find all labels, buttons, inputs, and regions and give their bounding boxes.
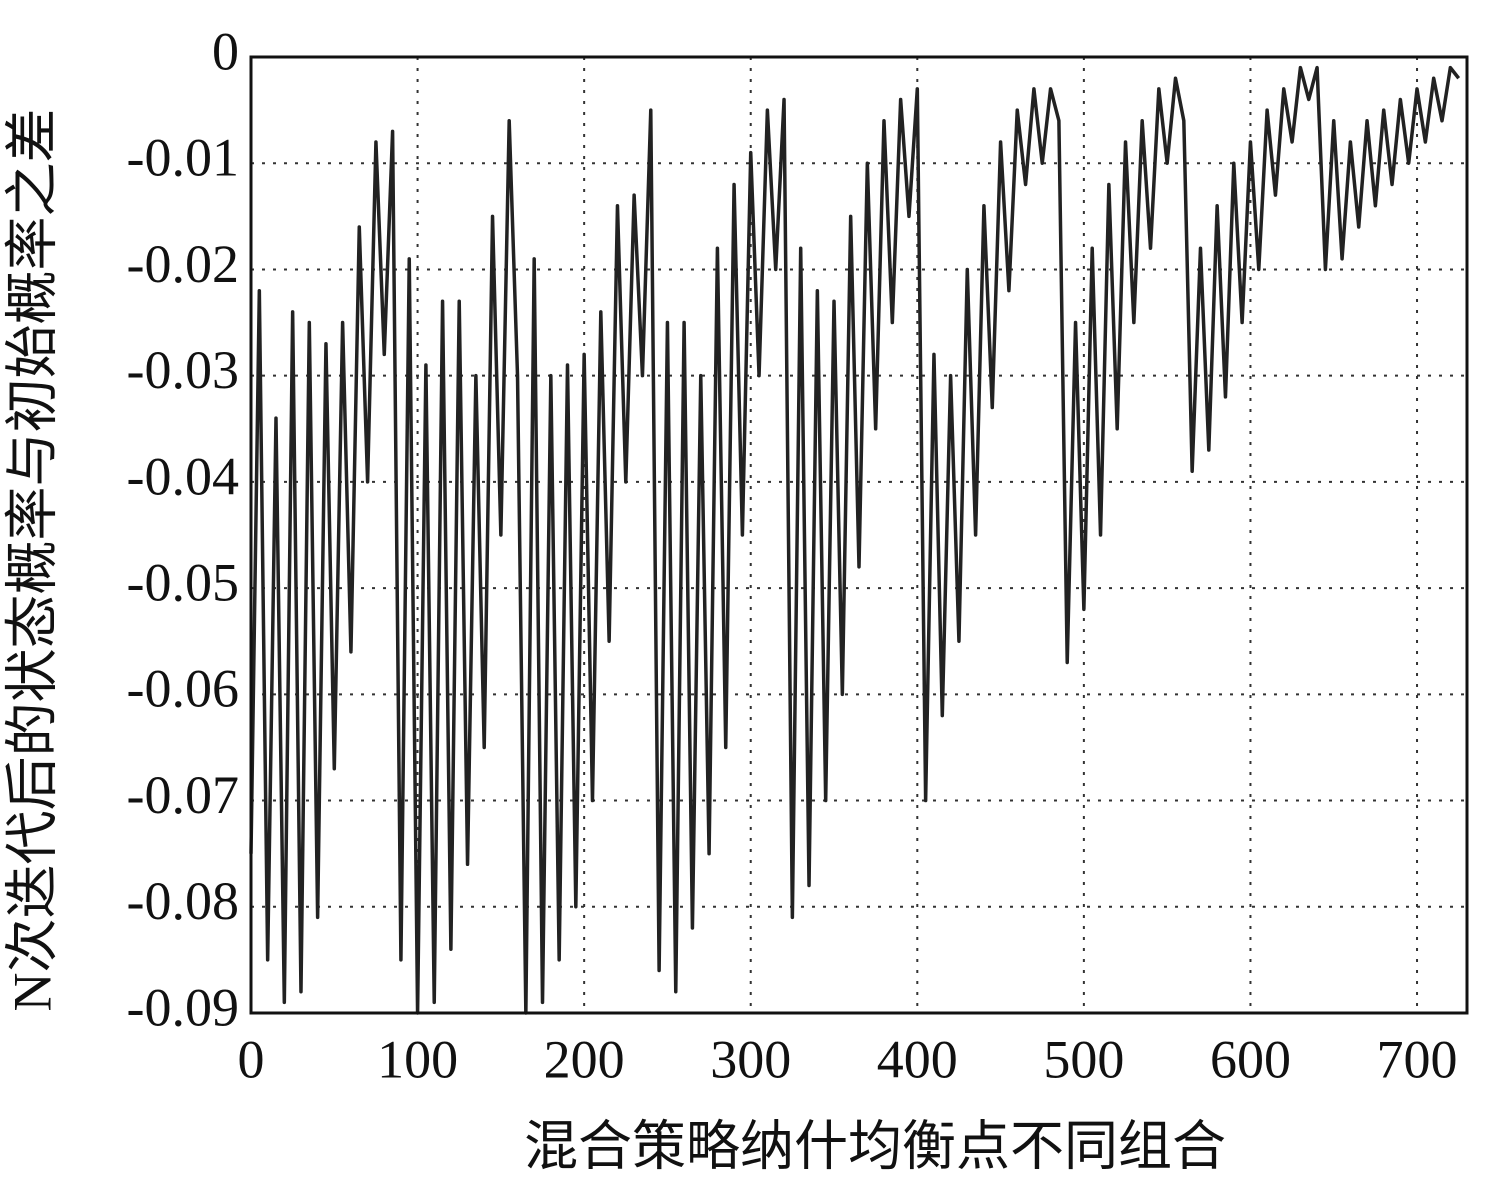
y-tick-label: -0.02 <box>127 234 239 294</box>
plot-frame <box>249 55 1469 1015</box>
y-tick-label: -0.08 <box>127 871 239 931</box>
x-tick-label: 200 <box>544 1029 625 1089</box>
data-line <box>249 65 1461 1015</box>
y-tick-label: -0.06 <box>127 659 239 719</box>
x-tick-label: 700 <box>1377 1029 1458 1089</box>
y-tick-label: -0.07 <box>127 765 239 825</box>
x-tick-label: 600 <box>1210 1029 1291 1089</box>
x-axis-label: 混合策略纳什均衡点不同组合 <box>524 1116 1226 1176</box>
y-tick-label: -0.01 <box>127 128 239 188</box>
x-tick-label: 300 <box>710 1029 791 1089</box>
y-axis-label: N次迭代后的状态概率与初始概率之差 <box>2 109 62 1012</box>
y-tick-label: -0.05 <box>127 553 239 613</box>
y-tick-label: -0.04 <box>127 446 239 506</box>
x-tick-label: 500 <box>1043 1029 1124 1089</box>
y-tick-label: 0 <box>212 21 239 81</box>
x-tick-label: 0 <box>238 1029 265 1089</box>
y-tick-label: -0.09 <box>127 977 239 1037</box>
x-tick-label: 100 <box>377 1029 458 1089</box>
x-tick-label: 400 <box>877 1029 958 1089</box>
y-tick-label: -0.03 <box>127 340 239 400</box>
